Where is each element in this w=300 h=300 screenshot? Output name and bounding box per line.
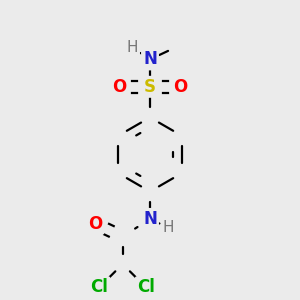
Text: O: O (88, 215, 102, 233)
Text: S: S (144, 78, 156, 96)
Text: N: N (143, 50, 157, 68)
Text: O: O (112, 78, 127, 96)
Text: Cl: Cl (137, 278, 155, 296)
Text: H: H (163, 220, 174, 236)
Text: Cl: Cl (91, 278, 108, 296)
Text: N: N (143, 210, 157, 228)
Text: H: H (127, 40, 138, 55)
Text: O: O (173, 78, 188, 96)
